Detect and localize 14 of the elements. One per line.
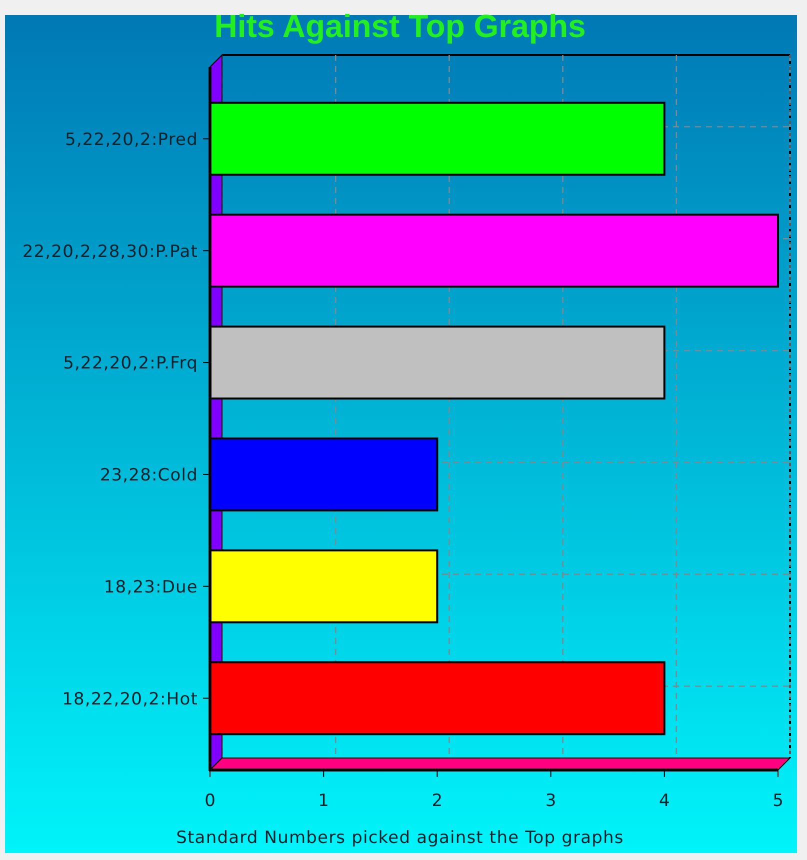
x-tick-label: 2 [432, 791, 443, 811]
x-tick-label: 4 [658, 791, 670, 811]
x-tick-label: 0 [204, 791, 216, 811]
y-tick-label: 5,22,20,2:Pred [64, 130, 198, 150]
y-tick-label: 22,20,2,28,30:P.Pat [22, 242, 198, 262]
y-tick-label: 5,22,20,2:P.Frq [63, 354, 198, 374]
x-tick-label: 5 [772, 791, 784, 811]
x-tick-label: 1 [318, 791, 330, 811]
x-tick-label: 3 [545, 791, 556, 811]
y-tick-label: 18,22,20,2:Hot [62, 689, 198, 710]
y-tick-label: 18,23:Due [104, 577, 198, 598]
y-tick-label: 23,28:Cold [100, 466, 198, 486]
x-axis-title: Standard Numbers picked against the Top graphs [176, 828, 624, 848]
chart-title: Hits Against Top Graphs [214, 8, 586, 44]
